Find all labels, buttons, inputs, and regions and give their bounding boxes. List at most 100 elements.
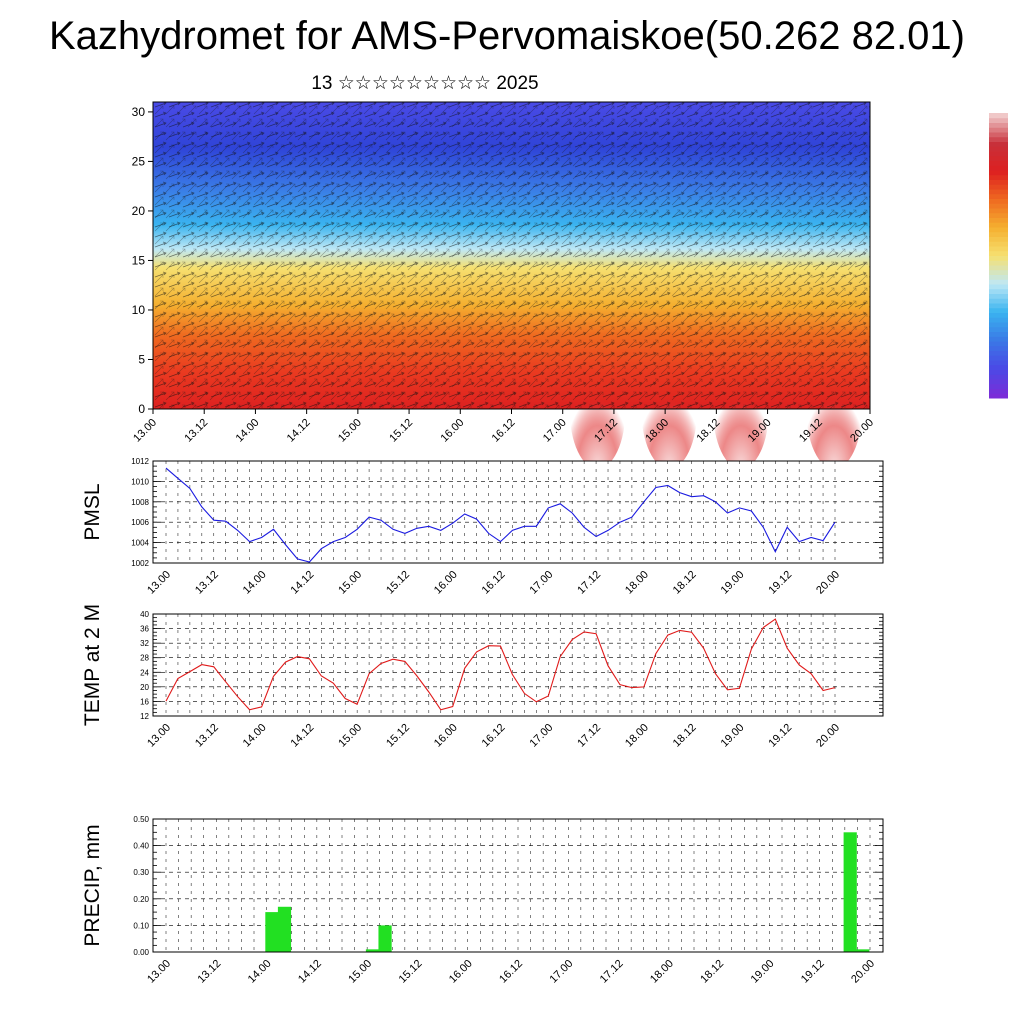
y-tick-label: 0	[138, 402, 145, 416]
colorbar-swatch	[989, 336, 1008, 342]
colorbar-swatch	[989, 212, 1008, 218]
y-axis-label: PRECIP, mm	[81, 824, 104, 946]
y-tick-label: 36	[140, 625, 149, 634]
colorbar-swatch	[989, 193, 1008, 199]
x-tick-label: 15.12	[384, 722, 412, 750]
colorbar-swatch	[989, 369, 1008, 375]
x-tick-label: 18.00	[623, 569, 651, 597]
x-tick-label: 14.12	[285, 417, 313, 445]
x-tick-label: 14.00	[246, 958, 274, 986]
colorbar-swatch	[989, 170, 1008, 176]
x-tick-label: 14.00	[241, 569, 269, 597]
y-tick-label: 0.00	[133, 948, 149, 957]
y-tick-label: 1006	[131, 518, 149, 527]
colorbar-swatch	[989, 146, 1008, 152]
colorbar-swatch	[989, 250, 1008, 256]
colorbar-swatch	[989, 293, 1008, 299]
x-tick-label: 16.12	[480, 569, 508, 597]
plot-frame	[152, 460, 884, 564]
y-tick-label: 0.20	[133, 895, 149, 904]
x-tick-label: 13.00	[145, 722, 173, 750]
chart-subtitle: 13 ☆☆☆☆☆☆☆☆☆ 2025	[311, 73, 539, 94]
x-tick-label: 17.12	[598, 958, 626, 986]
x-tick-label: 19.00	[719, 722, 747, 750]
colorbar-swatch	[989, 255, 1008, 261]
colorbar-swatch	[989, 355, 1008, 361]
colorbar-swatch	[989, 317, 1008, 323]
x-tick-label: 15.12	[384, 569, 412, 597]
colorbar-swatch	[989, 383, 1008, 389]
colorbar-swatch	[989, 113, 1008, 119]
y-tick-label: 1004	[131, 539, 149, 548]
colorbar-swatch	[989, 269, 1008, 275]
x-tick-label: 14.00	[241, 722, 269, 750]
precip-bar	[856, 949, 870, 952]
x-tick-label: 13.00	[145, 569, 173, 597]
y-axis-label: PMSL	[81, 483, 104, 540]
y-tick-label: 0.50	[133, 815, 149, 824]
x-tick-label: 15.00	[346, 958, 374, 986]
y-tick-label: 25	[132, 154, 146, 168]
x-tick-label: 17.12	[575, 569, 603, 597]
pmsl-line	[165, 467, 836, 563]
temp-line	[165, 618, 836, 711]
x-tick-label: 16.00	[432, 722, 460, 750]
precip-bar	[265, 912, 279, 952]
x-tick-label: 18.00	[623, 722, 651, 750]
x-tick-label: 20.00	[814, 722, 842, 750]
y-tick-label: 1008	[131, 498, 149, 507]
colorbar-swatch	[989, 236, 1008, 242]
colorbar-swatch	[989, 274, 1008, 280]
x-tick-label: 19.12	[766, 569, 794, 597]
x-tick-label: 13.00	[131, 417, 159, 445]
colorbar-swatch	[989, 379, 1008, 385]
x-tick-label: 17.00	[527, 722, 555, 750]
colorbar-swatch	[989, 222, 1008, 228]
y-tick-label: 1012	[131, 457, 149, 466]
y-tick-label: 12	[140, 712, 149, 721]
colorbar-swatch	[989, 141, 1008, 147]
x-tick-label: 17.00	[547, 958, 575, 986]
y-tick-label: 1002	[131, 559, 149, 568]
colorbar-swatch	[989, 241, 1008, 247]
colorbar-swatch	[989, 184, 1008, 190]
colorbar-swatch	[989, 117, 1008, 123]
colorbar-swatch	[989, 360, 1008, 366]
colorbar-swatch	[989, 151, 1008, 157]
y-tick-label: 40	[140, 610, 149, 619]
y-tick-label: 20	[140, 683, 149, 692]
x-tick-label: 19.00	[719, 569, 747, 597]
x-tick-label: 13.00	[145, 958, 173, 986]
x-tick-label: 16.12	[480, 722, 508, 750]
x-tick-label: 19.12	[766, 722, 794, 750]
x-tick-label: 13.12	[193, 569, 221, 597]
y-tick-label: 28	[140, 654, 149, 663]
colorbar-swatch	[989, 127, 1008, 133]
colorbar-swatch	[989, 174, 1008, 180]
x-tick-label: 19.00	[749, 958, 777, 986]
colorbar-swatch	[989, 165, 1008, 171]
y-axis-label: TEMP at 2 M	[81, 604, 104, 726]
colorbar-swatch	[989, 160, 1008, 166]
y-tick-label: 5	[138, 352, 145, 366]
colorbar-swatch	[989, 189, 1008, 195]
colorbar-swatch	[989, 322, 1008, 328]
colorbar-swatch	[989, 217, 1008, 223]
colorbar-swatch	[989, 179, 1008, 185]
colorbar-swatch	[989, 203, 1008, 209]
colorbar-swatch	[989, 279, 1008, 285]
x-tick-label: 17.00	[527, 569, 555, 597]
x-tick-label: 20.00	[814, 569, 842, 597]
x-tick-label: 15.00	[336, 722, 364, 750]
x-tick-label: 16.12	[490, 417, 518, 445]
y-tick-label: 20	[132, 204, 146, 218]
x-tick-label: 18.12	[698, 958, 726, 986]
colorbar-swatch	[989, 246, 1008, 252]
x-tick-label: 14.12	[289, 569, 317, 597]
plot-frame	[152, 613, 884, 717]
colorbar-swatch	[989, 350, 1008, 356]
x-tick-label: 18.12	[671, 722, 699, 750]
x-tick-label: 18.12	[671, 569, 699, 597]
x-tick-label: 16.12	[497, 958, 525, 986]
